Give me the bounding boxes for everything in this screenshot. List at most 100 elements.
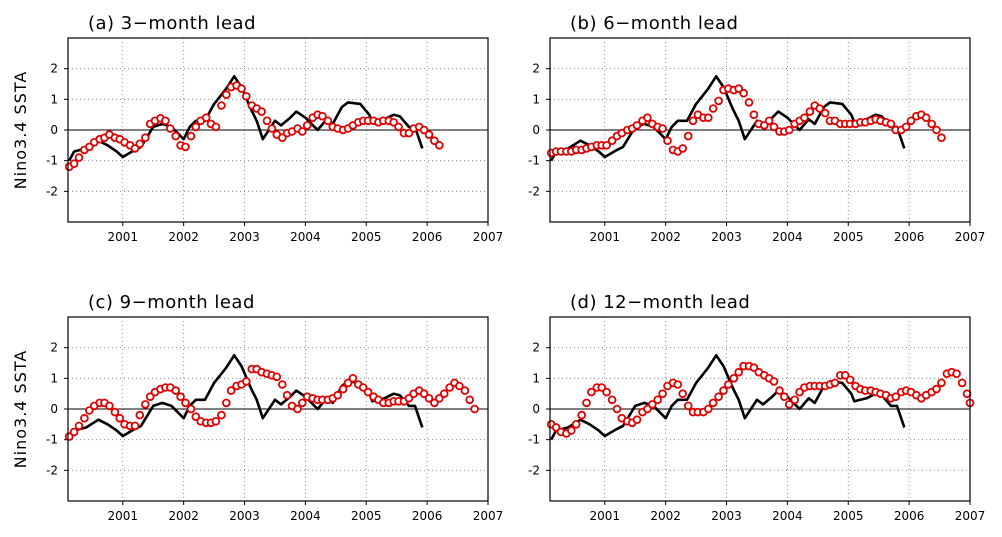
forecast-point <box>69 159 79 169</box>
x-tick-label: 2006 <box>894 230 925 244</box>
forecast-point <box>226 386 236 395</box>
y-tick-label: 2 <box>50 341 58 355</box>
forecast-point <box>962 389 972 399</box>
forecast-point <box>678 144 687 153</box>
forecast-point <box>932 125 941 135</box>
forecast-point <box>141 133 150 143</box>
x-tick-label: 2002 <box>168 509 199 523</box>
forecast-point <box>800 113 809 122</box>
forecast-point <box>74 421 84 431</box>
forecast-point <box>673 380 683 389</box>
y-tick-label: -2 <box>46 463 58 477</box>
forecast-point <box>135 139 145 149</box>
x-tick-label: 2006 <box>894 509 925 523</box>
forecast-point <box>176 392 185 402</box>
forecast-point <box>348 373 358 383</box>
y-tick-label: -2 <box>528 463 540 477</box>
forecast-point <box>937 133 946 143</box>
forecast-point <box>302 121 312 130</box>
x-tick-label: 2001 <box>590 509 621 523</box>
forecast-point <box>430 136 439 146</box>
forecast-point <box>764 116 774 126</box>
forecast-point <box>211 122 221 132</box>
forecast-point <box>602 141 611 150</box>
forecast-point <box>891 392 900 402</box>
forecast-point <box>470 404 479 414</box>
forecast-point <box>577 410 586 420</box>
y-tick-label: 2 <box>50 62 58 76</box>
forecast-point <box>262 116 272 126</box>
observed-line <box>550 353 906 441</box>
forecast-point <box>217 101 226 110</box>
forecast-point <box>937 378 946 388</box>
x-tick-label: 2004 <box>290 509 321 523</box>
x-tick-label: 2005 <box>351 230 382 244</box>
y-tick-label: -1 <box>528 433 540 447</box>
forecast-point <box>424 393 434 403</box>
forecast-point <box>135 410 145 420</box>
forecast-point <box>222 90 231 99</box>
forecast-point <box>830 378 840 388</box>
forecast-point <box>602 387 611 397</box>
forecast-point <box>85 406 94 415</box>
forecast-point <box>115 413 124 423</box>
forecast-point <box>242 377 251 386</box>
x-tick-label: 2007 <box>955 509 986 523</box>
x-tick-label: 2003 <box>229 509 260 523</box>
forecast-point <box>658 389 667 399</box>
y-tick-label: -1 <box>528 154 540 168</box>
x-tick-label: 2004 <box>772 509 803 523</box>
y-tick-label: -2 <box>46 184 58 198</box>
forecast-point <box>363 387 373 397</box>
x-tick-label: 2006 <box>412 230 443 244</box>
x-tick-label: 2003 <box>711 230 742 244</box>
chart-panel-2: 2001 2002 2003 2004 2005 2006 2007 -2 -1 0 1 2 (c) 9… <box>11 292 503 523</box>
y-tick-label: 0 <box>50 123 58 137</box>
forecast-point <box>297 127 307 136</box>
forecast-point <box>820 108 830 118</box>
forecast-point <box>683 401 693 411</box>
forecast-point <box>729 373 739 383</box>
x-tick-label: 2004 <box>772 230 803 244</box>
x-tick-label: 2003 <box>711 509 742 523</box>
forecast-point <box>663 136 672 146</box>
forecast-point <box>394 122 403 132</box>
forecast-point <box>237 84 246 93</box>
plot-frame <box>67 37 489 223</box>
forecast-point <box>886 119 896 129</box>
forecast-point <box>658 124 667 133</box>
forecast-point <box>708 104 718 113</box>
y-tick-label: 0 <box>50 402 58 416</box>
forecast-point <box>277 380 287 389</box>
forecast-point <box>703 113 713 122</box>
panel-title: (c) 9−month lead <box>88 292 255 313</box>
forecast-point <box>921 113 931 122</box>
forecast-point <box>343 378 353 388</box>
panel-title: (d) 12−month lead <box>570 292 750 313</box>
plot-frame <box>67 316 489 502</box>
forecast-point <box>769 377 779 386</box>
forecast-point <box>805 107 815 116</box>
x-tick-label: 2004 <box>290 230 321 244</box>
forecast-point <box>775 386 784 395</box>
forecast-point <box>171 386 181 395</box>
forecast-point <box>749 110 759 119</box>
y-axis-label: Nino3.4 SSTA <box>11 350 30 469</box>
forecast-point <box>201 113 211 122</box>
forecast-point <box>267 124 277 133</box>
forecast-point <box>571 419 581 429</box>
panel-title: (b) 6−month lead <box>570 13 738 34</box>
forecast-point <box>430 398 439 408</box>
x-tick-label: 2007 <box>955 230 986 244</box>
y-tick-label: 2 <box>532 62 540 76</box>
x-tick-label: 2007 <box>473 509 504 523</box>
forecast-point <box>181 398 190 408</box>
forecast-point <box>141 400 150 409</box>
y-tick-label: 0 <box>532 123 540 137</box>
forecast-point <box>318 111 327 121</box>
forecast-point <box>927 119 936 129</box>
panel-title: (a) 3−month lead <box>88 13 256 34</box>
forecast-point <box>222 398 231 408</box>
forecast-point <box>906 116 916 126</box>
